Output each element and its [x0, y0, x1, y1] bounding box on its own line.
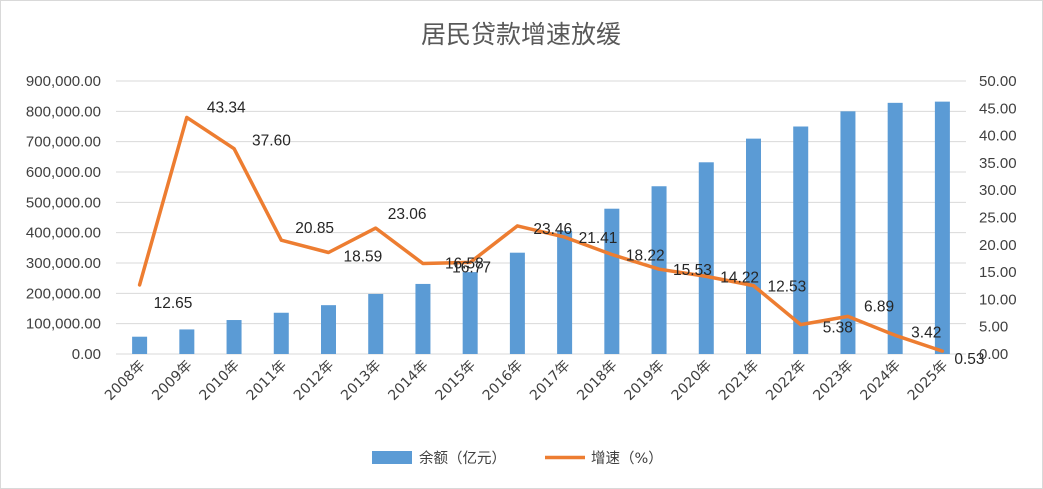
left-axis-tick-label: 900,000.00 — [26, 73, 101, 90]
left-axis-tick-label: 800,000.00 — [26, 103, 101, 120]
right-axis-tick-label: 25.00 — [979, 210, 1017, 227]
bar — [509, 252, 525, 354]
x-axis-tick-label: 2013年 — [338, 358, 384, 404]
data-label: 20.85 — [295, 220, 334, 237]
x-axis-tick-label: 2012年 — [291, 358, 337, 404]
bar — [226, 320, 242, 354]
right-axis-tick-label: 5.00 — [979, 319, 1008, 336]
data-label: 16.58 — [445, 255, 484, 272]
left-axis-tick-label: 700,000.00 — [26, 134, 101, 151]
x-axis-tick-label: 2014年 — [385, 358, 431, 404]
data-label: 23.46 — [533, 221, 572, 238]
data-label: 0.53 — [954, 351, 984, 368]
legend-line-label: 增速（%） — [591, 450, 663, 467]
x-axis-tick-label: 2022年 — [763, 358, 809, 404]
bar — [934, 101, 950, 354]
x-axis-tick-label: 2023年 — [810, 358, 856, 404]
bar — [887, 102, 903, 354]
right-axis-tick-label: 45.00 — [979, 100, 1017, 117]
bar — [793, 126, 809, 354]
legend-bar-swatch — [372, 451, 412, 464]
x-axis-tick-label: 2016年 — [480, 358, 526, 404]
x-axis-tick-label: 2024年 — [858, 358, 904, 404]
right-axis-tick-label: 10.00 — [979, 291, 1017, 308]
right-axis-tick-label: 0.00 — [979, 346, 1008, 363]
x-axis-tick-label: 2010年 — [196, 358, 242, 404]
data-labels: 12.65 43.34 37.60 20.85 18.59 23.06 16.5816.77… — [154, 99, 985, 368]
data-label: 21.41 — [579, 230, 618, 247]
x-axis-tick-label: 2025年 — [905, 358, 951, 404]
bar — [321, 305, 336, 354]
x-axis-tick-label: 2011年 — [244, 358, 290, 404]
bar — [698, 162, 714, 354]
chart-title: 居民贷款增速放缓 — [421, 20, 621, 49]
bar — [557, 231, 573, 354]
bar — [840, 111, 856, 354]
bar — [462, 272, 478, 354]
data-label: 37.60 — [252, 133, 291, 150]
data-label: 15.53 — [673, 262, 712, 279]
left-axis-tick-label: 100,000.00 — [26, 316, 101, 333]
x-axis-tick-label: 2008年 — [102, 358, 148, 404]
bar — [273, 312, 289, 354]
bar — [132, 336, 148, 354]
left-axis-ticks: 0.00 100,000.00 200,000.00 300,000.00 400,00… — [26, 73, 101, 363]
bar — [415, 283, 431, 354]
right-axis-tick-label: 15.00 — [979, 264, 1017, 281]
x-axis-tick-label: 2009年 — [149, 358, 195, 404]
x-axis-tick-label: 2017年 — [527, 358, 573, 404]
data-label: 3.42 — [911, 324, 941, 341]
data-label: 12.65 — [154, 295, 193, 312]
legend: 余额（亿元） 增速（%） — [372, 449, 663, 467]
right-axis-tick-label: 50.00 — [979, 73, 1017, 90]
right-axis-tick-label: 30.00 — [979, 182, 1017, 199]
data-label: 14.22 — [720, 269, 759, 286]
data-label: 18.59 — [344, 248, 383, 265]
left-axis-tick-label: 200,000.00 — [26, 285, 101, 302]
left-axis-tick-label: 600,000.00 — [26, 164, 101, 181]
left-axis-tick-label: 300,000.00 — [26, 255, 101, 272]
gridlines — [116, 80, 966, 355]
right-axis-tick-label: 35.00 — [979, 155, 1017, 172]
right-axis-tick-label: 40.00 — [979, 128, 1017, 145]
right-axis-ticks: 0.00 5.00 10.00 15.00 20.00 25.00 30.00 35.00 40… — [979, 73, 1017, 363]
data-label: 6.89 — [864, 298, 894, 315]
data-label: 12.53 — [768, 279, 807, 296]
x-axis-ticks: 2008年 2009年 2010年 2011年 2012年 2013年 2014年 2015年… — [102, 358, 951, 404]
data-label: 18.22 — [626, 248, 665, 265]
legend-bar-label: 余额（亿元） — [419, 449, 506, 467]
x-axis-tick-label: 2021年 — [716, 358, 762, 404]
x-axis-tick-label: 2020年 — [669, 358, 715, 404]
left-axis-tick-label: 0.00 — [72, 346, 101, 363]
bar — [368, 293, 384, 354]
line-series — [137, 115, 945, 353]
data-label: 23.06 — [388, 206, 427, 223]
x-axis-tick-label: 2015年 — [433, 358, 479, 404]
x-axis-tick-label: 2019年 — [621, 358, 667, 404]
growth-line — [137, 115, 945, 353]
data-label: 16.77 — [452, 259, 491, 276]
left-axis-tick-label: 400,000.00 — [26, 225, 101, 242]
bar — [746, 138, 761, 354]
right-axis-tick-label: 20.00 — [979, 237, 1017, 254]
bar — [604, 208, 620, 354]
data-label: 5.38 — [823, 320, 853, 337]
left-axis-tick-label: 500,000.00 — [26, 194, 101, 211]
data-label: 43.34 — [207, 99, 246, 116]
bar — [179, 329, 195, 354]
x-axis-tick-label: 2018年 — [574, 358, 620, 404]
bar-series — [132, 101, 950, 354]
